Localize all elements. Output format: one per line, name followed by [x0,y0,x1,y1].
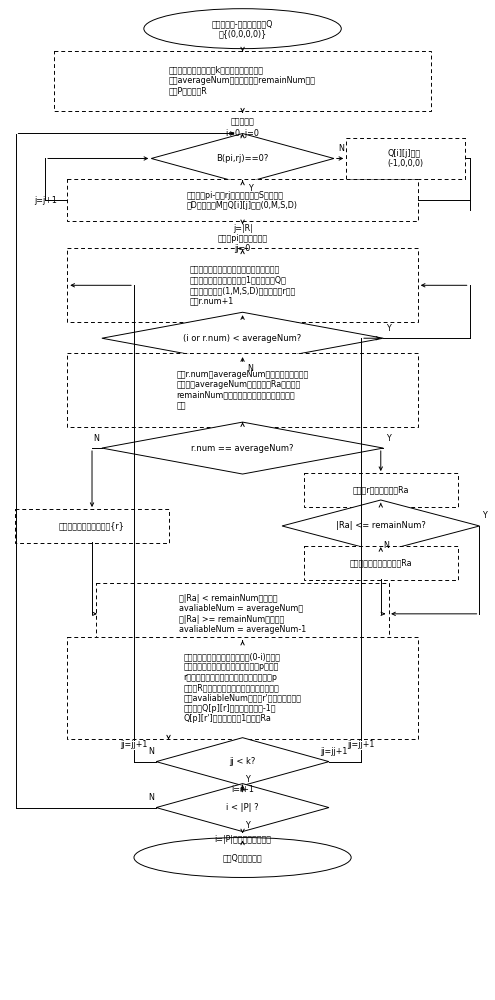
FancyBboxPatch shape [67,353,418,427]
Text: N: N [93,434,99,443]
Text: 计算论文pi-专家rj的标签相似度S、合作距
离D与匹配度M，Q[i][j]置为(0,M,S,D): 计算论文pi-专家rj的标签相似度S、合作距 离D与匹配度M，Q[i][j]置为… [187,191,298,210]
Text: Y: Y [245,821,250,830]
Text: (i or r.num) < averageNum?: (i or r.num) < averageNum? [184,334,301,343]
Text: 对论文pi进行评审分配: 对论文pi进行评审分配 [217,234,268,243]
Text: 根据r.num与averageNum的比较关系，以及审
阅数等于averageNum的专家子集Ra的大小与
remainNum的比较关系，判断是否执行最小差
调: 根据r.num与averageNum的比较关系，以及审 阅数等于averageN… [176,370,309,410]
Text: jj=jj+1: jj=jj+1 [347,740,375,749]
Text: Y: Y [386,324,391,333]
Text: 执行最小差调整：在论文集的第(0-i)篇论文
子集和特调整的专家子集中，若论文p与专家
r为已分配状态，则将其匹配度值减去论文p
与专家R中可分配的、匹配度最大: 执行最小差调整：在论文集的第(0-i)篇论文 子集和特调整的专家子集中，若论文p… [184,652,301,723]
Polygon shape [156,738,329,786]
Text: jj=jj+1: jj=jj+1 [320,747,347,756]
Polygon shape [282,500,480,552]
Text: 得到Q的最终结果: 得到Q的最终结果 [223,853,262,862]
Polygon shape [156,784,329,832]
Text: 将专家r加入专家子集Ra: 将专家r加入专家子集Ra [352,486,409,495]
Text: 设置特调整的专家子集为{r}: 设置特调整的专家子集为{r} [59,521,125,530]
Text: N: N [247,364,253,373]
Text: N: N [339,144,344,153]
FancyBboxPatch shape [304,473,458,507]
Ellipse shape [144,9,341,49]
FancyBboxPatch shape [54,51,431,111]
Text: B(pi,rj)==0?: B(pi,rj)==0? [216,154,269,163]
FancyBboxPatch shape [304,546,458,580]
Polygon shape [102,422,383,474]
FancyBboxPatch shape [67,248,418,322]
Text: 若|Ra| < remainNum，则设置
avaliableNum = averageNum；
若|Ra| >= remainNum，则设置
avaliabl: 若|Ra| < remainNum，则设置 avaliableNum = ave… [179,594,306,634]
Text: i < |P| ?: i < |P| ? [226,803,259,812]
Text: 设置特调整的专家子集为Ra: 设置特调整的专家子集为Ra [349,558,412,567]
Text: Y: Y [245,775,250,784]
Text: 初始化论文-专家分配数组Q
为{(0,0,0,0)}: 初始化论文-专家分配数组Q 为{(0,0,0,0)} [212,19,273,38]
FancyBboxPatch shape [15,509,169,543]
Text: j=|R|: j=|R| [233,224,252,233]
Text: N: N [148,793,154,802]
Polygon shape [102,312,383,364]
Text: jj=0: jj=0 [235,244,250,253]
Text: i=0, j=0: i=0, j=0 [226,129,259,138]
Text: Y: Y [248,184,252,193]
Text: |Ra| <= remainNum?: |Ra| <= remainNum? [336,521,426,530]
Text: Y: Y [386,434,391,443]
Text: 根据最大匹配度优先分配评审：选择与论文
的匹配度值最大且可分配的1位专家，将Q中
相应的元素置为(1,M,S,D)，选中专家r的审
阅数r.num+1: 根据最大匹配度优先分配评审：选择与论文 的匹配度值最大且可分配的1位专家，将Q中… [190,265,296,305]
Text: jj < k?: jj < k? [229,757,256,766]
Text: i=|P|，论文集遍历结束: i=|P|，论文集遍历结束 [214,835,271,844]
Text: N: N [148,747,154,756]
FancyBboxPatch shape [346,138,465,179]
FancyBboxPatch shape [67,637,418,739]
Ellipse shape [134,838,351,877]
Text: i=i+1: i=i+1 [231,785,254,794]
FancyBboxPatch shape [67,179,418,221]
FancyBboxPatch shape [97,583,389,645]
Text: 遍历论文集: 遍历论文集 [231,117,254,126]
Text: N: N [383,541,389,550]
Text: 已知每篇论文的审阅数k，每名专家的平均审
阅数averageNum，冗余审阅数remainNum，论
文集P，专家集R: 已知每篇论文的审阅数k，每名专家的平均审 阅数averageNum，冗余审阅数r… [169,66,316,95]
Polygon shape [151,134,334,183]
Text: j=j+1: j=j+1 [34,196,56,205]
Text: Y: Y [482,511,487,520]
Text: jj=jj+1: jj=jj+1 [120,740,148,749]
Text: r.num == averageNum?: r.num == averageNum? [191,444,294,453]
Text: Q[i][j]置为
(-1,0,0,0): Q[i][j]置为 (-1,0,0,0) [388,149,424,168]
